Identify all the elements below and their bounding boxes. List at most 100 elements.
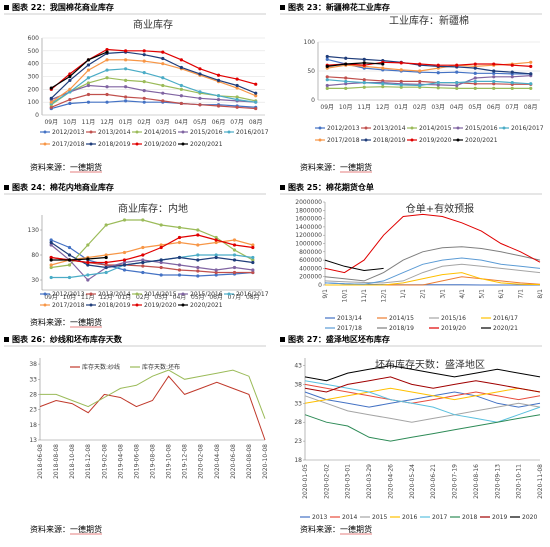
series-marker — [68, 78, 72, 82]
x-tick-label: 2019-10-08 — [166, 444, 173, 479]
series-marker — [67, 253, 72, 257]
x-tick-label: 2020-04-08 — [214, 444, 221, 479]
caption-marker — [4, 5, 9, 10]
x-tick-label: 2018-08-08 — [53, 444, 60, 479]
x-tick-label: 06月 — [212, 119, 226, 126]
x-tick-label: 01月 — [394, 104, 408, 111]
series-marker — [179, 87, 183, 91]
series-line — [327, 79, 531, 87]
series-marker — [105, 68, 109, 72]
x-tick-label: 08月 — [524, 104, 538, 111]
series-marker — [381, 62, 385, 66]
series-marker — [232, 265, 237, 270]
series-marker — [196, 243, 200, 247]
series-marker — [344, 82, 348, 86]
series-marker — [196, 269, 200, 273]
series-marker — [381, 82, 385, 86]
series-marker — [254, 100, 258, 104]
legend-marker — [181, 130, 185, 134]
series-marker — [124, 58, 128, 62]
series-marker — [492, 82, 496, 86]
legend-label: 2012/2013 — [52, 129, 85, 136]
x-tick-label: 3/1 — [439, 289, 446, 299]
x-tick-label: 01月 — [118, 294, 132, 301]
legend-marker — [43, 303, 47, 307]
series-marker — [362, 78, 366, 82]
series-marker — [49, 263, 53, 267]
series-line — [327, 86, 531, 89]
y-tick-label: 100 — [304, 39, 316, 46]
x-tick-label: 10月 — [63, 294, 77, 301]
legend-marker — [43, 130, 47, 134]
x-tick-label: 02月 — [136, 294, 150, 301]
series-marker — [177, 268, 182, 272]
series-marker — [141, 218, 145, 222]
series-marker — [492, 71, 496, 75]
x-tick-label: 09月 — [320, 104, 334, 111]
series-marker — [399, 61, 403, 65]
x-tick-label: 07月 — [228, 294, 242, 301]
chart-title: 仓单+有效预报 — [406, 202, 474, 215]
series-marker — [49, 255, 53, 260]
series-marker — [232, 270, 237, 275]
y-tick-label: 28 — [29, 391, 37, 398]
series-marker — [67, 258, 72, 262]
series-marker — [124, 49, 128, 53]
y-tick-label: 13 — [29, 437, 37, 444]
series-marker — [196, 274, 200, 278]
series-marker — [418, 83, 422, 88]
figure-caption: 图表 23：新疆棉花工业库存 — [288, 2, 390, 12]
series-marker — [399, 85, 403, 89]
series-marker — [436, 71, 440, 75]
x-tick-label: 2019-02-08 — [101, 444, 108, 479]
legend-label: 2019/2020 — [144, 141, 177, 148]
y-tick-label: 1000000 — [295, 241, 322, 248]
series-marker — [251, 255, 255, 260]
series-marker — [49, 96, 53, 100]
x-tick-label: 05月 — [191, 294, 205, 301]
series-line — [50, 51, 256, 99]
series-marker — [418, 79, 422, 84]
series-line — [304, 387, 541, 404]
legend-marker — [135, 142, 139, 146]
y-tick-label: 28 — [294, 419, 302, 426]
series-line — [51, 219, 254, 269]
y-tick-label: 2000000 — [295, 199, 322, 206]
series-marker — [455, 83, 459, 88]
figure-source: 资料来源：一德期货 — [300, 162, 372, 172]
x-tick-label: 7/1 — [517, 289, 524, 299]
x-tick-label: 08月 — [249, 119, 263, 126]
series-marker — [235, 77, 239, 81]
legend-marker — [502, 126, 506, 130]
series-marker — [473, 82, 477, 86]
x-tick-label: 12月 — [100, 119, 114, 126]
series-marker — [105, 85, 109, 89]
series-marker — [122, 263, 127, 267]
series-line — [304, 376, 541, 393]
y-tick-label: 43 — [294, 363, 302, 370]
x-tick-label: 2020-06-08 — [230, 444, 237, 479]
series-marker — [86, 257, 90, 261]
caption-marker — [4, 185, 9, 190]
series-marker — [86, 92, 91, 97]
series-marker — [473, 86, 477, 90]
legend-label: 2014/2015 — [144, 291, 177, 298]
series-line — [51, 256, 107, 261]
figure-source: 资料来源：一德期货 — [30, 162, 102, 172]
y-tick-label: 33 — [29, 376, 37, 383]
series-marker — [492, 75, 496, 79]
series-marker — [49, 258, 53, 262]
series-marker — [510, 86, 514, 90]
legend-label: 库存天数:坯布 — [142, 363, 180, 371]
series-marker — [216, 98, 221, 102]
series-marker — [179, 83, 183, 88]
series-marker — [159, 258, 163, 262]
legend-label: 2018/2019 — [373, 137, 406, 144]
x-tick-label: 2/1 — [420, 289, 427, 299]
legend-marker — [43, 292, 47, 296]
y-tick-label: 1400000 — [295, 224, 322, 231]
y-tick-label: 200000 — [299, 274, 322, 281]
x-tick-label: 2020-02-02 — [323, 464, 330, 499]
series-marker — [325, 57, 329, 62]
x-tick-label: 4/1 — [459, 289, 466, 299]
